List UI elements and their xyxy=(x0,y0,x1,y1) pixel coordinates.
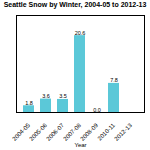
svg-text:2010-11: 2010-11 xyxy=(96,122,117,142)
html-text:Seattle Snow by Winter, 2004-0: Seattle Snow by Winter, 2004-05 to 2012-… xyxy=(3,1,147,8)
svg-text:Year: Year xyxy=(74,142,86,148)
svg-text:7.8: 7.8 xyxy=(110,77,118,83)
svg-text:2012-13: 2012-13 xyxy=(113,122,133,142)
svg-text:2006-07: 2006-07 xyxy=(45,122,66,142)
svg-text:2008-09: 2008-09 xyxy=(79,122,99,142)
svg-text:3.6: 3.6 xyxy=(42,93,50,99)
svg-text:2004-05: 2004-05 xyxy=(11,122,32,142)
svg-text:2005-06: 2005-06 xyxy=(28,122,49,142)
svg-text:2007-08: 2007-08 xyxy=(62,122,83,142)
svg-text:3.5: 3.5 xyxy=(59,93,67,99)
svg-text:20.6: 20.6 xyxy=(75,30,86,36)
svg-text:1.8: 1.8 xyxy=(25,100,33,106)
svg-text:0.0: 0.0 xyxy=(93,107,101,113)
